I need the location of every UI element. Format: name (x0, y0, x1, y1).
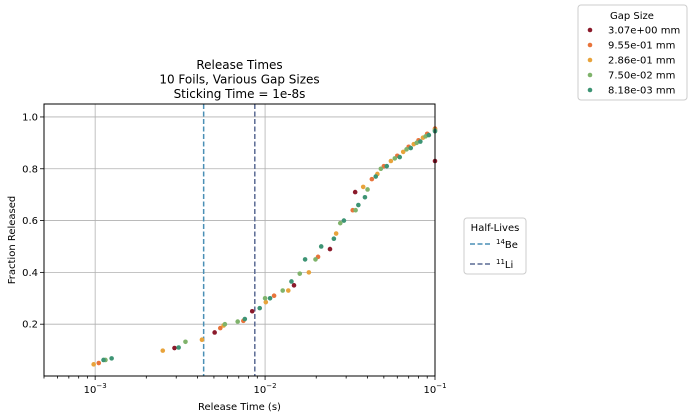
plot-frame (43, 103, 436, 377)
data-point (176, 345, 181, 350)
data-point (353, 207, 358, 213)
data-point (286, 288, 291, 293)
data-point (257, 305, 263, 311)
data-point (373, 174, 379, 179)
data-point (242, 316, 248, 322)
chart-title-line-1: Release Times (196, 58, 282, 72)
x-tick-label: 10−2 (254, 382, 277, 396)
gap-legend-label: 3.07e+00 mm (608, 26, 680, 37)
data-point (289, 279, 294, 284)
chart-title-line-3: Sticking Time = 1e-8s (174, 87, 306, 101)
data-point (262, 295, 268, 301)
gap-legend-marker (587, 72, 593, 78)
gap-legend-marker (587, 87, 593, 93)
data-point (404, 147, 409, 152)
gap-legend-marker (587, 42, 593, 48)
data-point (365, 187, 370, 192)
data-point (362, 194, 368, 200)
data-point (249, 308, 255, 314)
half-lives-legend-label: 11Li (496, 258, 513, 271)
chart-title: Release Times 10 Foils, Various Gap Size… (159, 58, 319, 101)
gap-legend-label: 9.55e-01 mm (608, 41, 675, 52)
data-point (360, 184, 366, 190)
data-point (388, 158, 394, 164)
gap-legend-title: Gap Size (610, 11, 654, 22)
data-point (392, 156, 398, 161)
data-point (408, 145, 414, 151)
gap-legend-marker (587, 57, 593, 63)
half-life-lines (202, 104, 256, 376)
data-point (378, 166, 384, 172)
data-point (341, 218, 347, 223)
data-point (356, 202, 361, 208)
data-point (302, 257, 308, 262)
data-point (183, 339, 188, 345)
data-point (271, 293, 277, 298)
y-tick-label: 0.4 (22, 268, 38, 279)
y-tick-label: 0.8 (22, 164, 38, 175)
grid-lines (44, 104, 436, 376)
data-point (280, 288, 286, 293)
half-lives-legend-box (463, 217, 527, 275)
data-point (397, 154, 403, 160)
data-point (109, 356, 114, 361)
data-point (318, 244, 324, 249)
data-point (267, 295, 273, 301)
data-point (101, 357, 106, 363)
data-point (91, 362, 96, 367)
gap-size-legend: Gap Size 3.07e+00 mm 9.55e-01 mm 2.86e-01 m… (577, 4, 688, 101)
gap-legend-label: 7.50e-02 mm (608, 71, 675, 82)
data-point (199, 337, 205, 343)
data-point (400, 149, 406, 155)
data-point (297, 271, 303, 276)
gap-legend-label: 8.18e-03 mm (608, 86, 675, 97)
data-point (96, 360, 102, 366)
gap-legend-label: 2.86e-01 mm (608, 56, 675, 67)
y-tick-label: 0.6 (22, 216, 38, 227)
x-axis-ticks: 10−3 10−2 10−1 (43, 376, 447, 396)
data-point (327, 246, 333, 252)
y-tick-label: 0.2 (22, 320, 38, 331)
data-point (331, 236, 337, 242)
gap-legend-box (577, 4, 688, 101)
x-axis-label: Release Time (s) (198, 402, 281, 413)
data-point (313, 257, 318, 262)
data-point (222, 321, 228, 327)
data-point (306, 270, 312, 275)
half-lives-legend-label: 14Be (496, 238, 518, 251)
data-point (426, 132, 432, 138)
data-point (172, 345, 177, 351)
data-point (212, 330, 217, 335)
data-point (217, 325, 223, 331)
y-tick-label: 1.0 (22, 112, 38, 123)
x-tick-label: 10−1 (423, 382, 446, 396)
data-point (369, 176, 375, 182)
data-point (291, 283, 297, 288)
chart-title-line-2: 10 Foils, Various Gap Sizes (159, 73, 319, 87)
data-point (384, 163, 390, 169)
data-point (333, 231, 339, 236)
y-axis-label: Fraction Released (7, 196, 18, 285)
data-points (91, 126, 438, 367)
data-point (235, 319, 240, 324)
data-point (263, 299, 269, 305)
x-tick-label: 10−3 (84, 382, 107, 396)
data-point (414, 140, 419, 146)
data-point (418, 139, 423, 144)
half-lives-legend-title: Half-Lives (471, 223, 520, 234)
half-lives-legend: Half-Lives 14Be 11Li (463, 217, 527, 275)
y-axis-ticks: 0.2 0.4 0.6 0.8 1.0 (22, 112, 44, 331)
data-point (337, 220, 343, 226)
data-point (352, 189, 358, 195)
data-point (160, 348, 166, 353)
gap-legend-marker (587, 27, 593, 33)
